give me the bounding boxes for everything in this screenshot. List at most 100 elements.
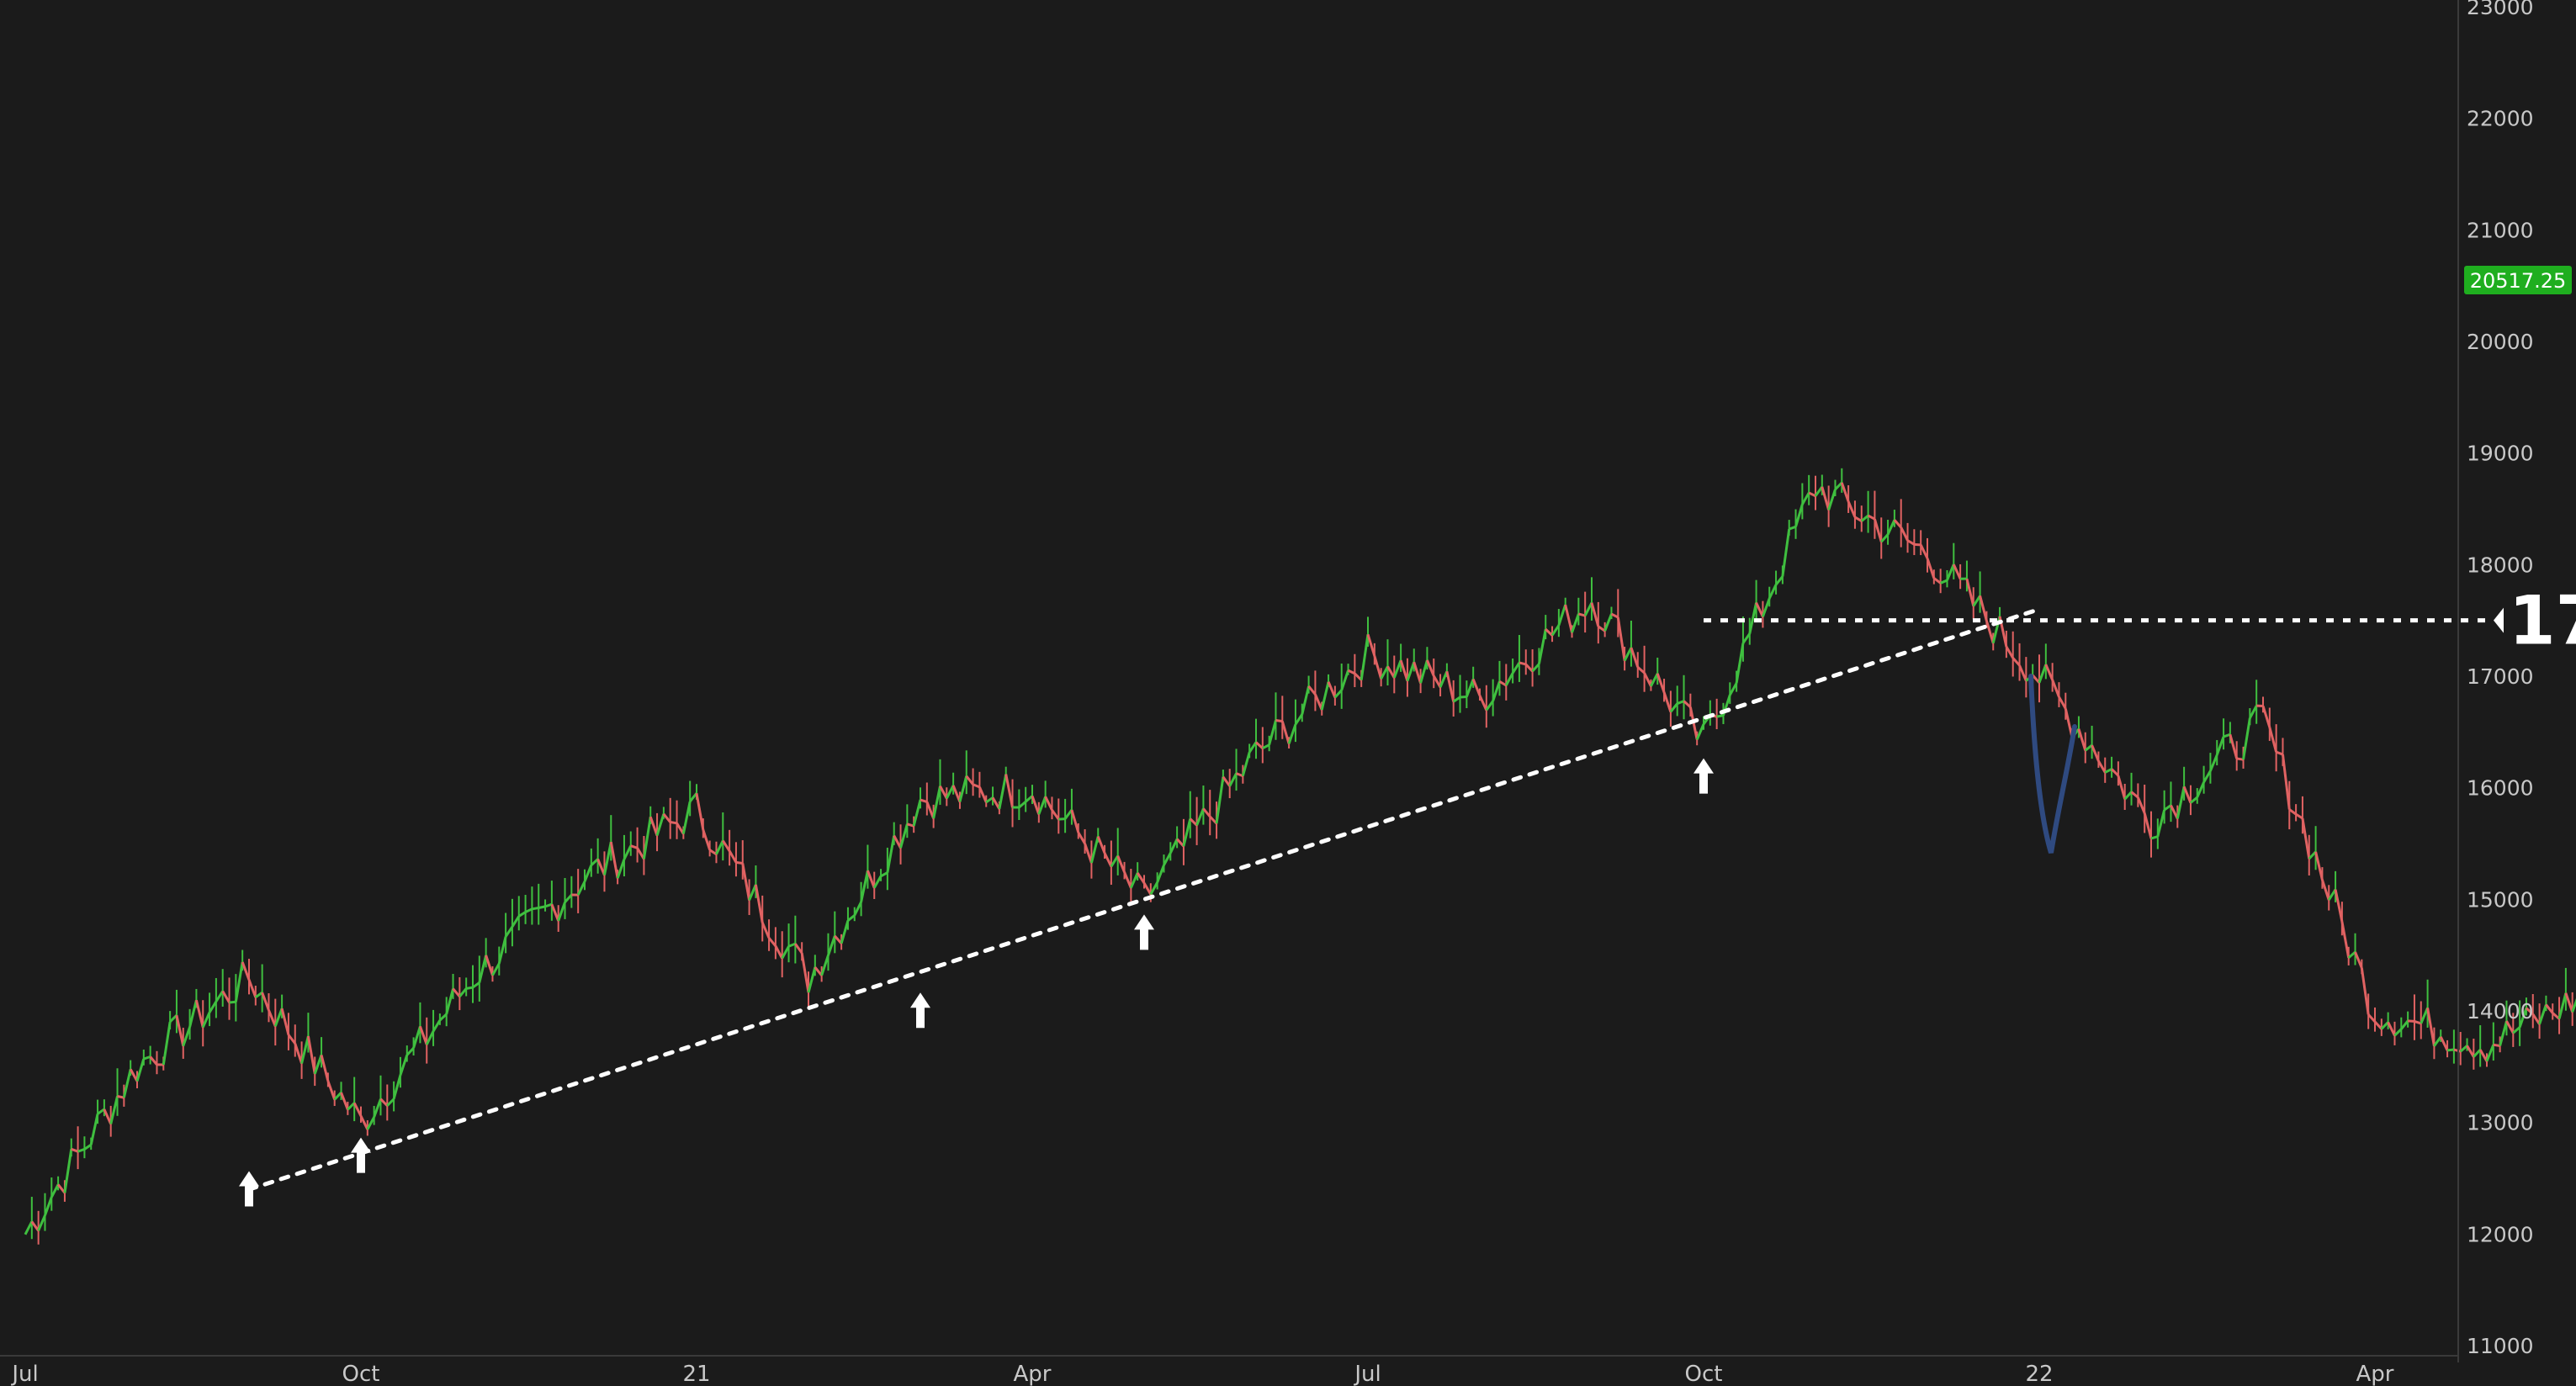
price-segment [373, 1098, 382, 1118]
price-segment [1149, 881, 1158, 896]
price-segment [708, 849, 718, 855]
price-segment [254, 991, 263, 999]
price-segment [538, 905, 546, 909]
price-segment [1070, 809, 1080, 833]
price-segment [247, 979, 257, 998]
price-segment [1116, 855, 1126, 873]
price-segment [1280, 721, 1291, 744]
trendline[interactable] [246, 606, 2042, 1192]
price-segment [97, 1108, 105, 1115]
level-label: 17500 [2509, 582, 2576, 660]
price-segment [1834, 481, 1843, 491]
price-segment [122, 1069, 132, 1098]
price-segment [1860, 514, 1869, 522]
price-segment [1550, 624, 1561, 637]
price-segment [2143, 812, 2153, 839]
price-segment [63, 1149, 73, 1193]
price-segment [425, 1030, 435, 1045]
price-segment [1142, 882, 1153, 896]
price-segment [1716, 714, 1724, 718]
price-segment [1004, 774, 1015, 808]
price-segment [2288, 808, 2297, 816]
price-segment [511, 915, 521, 928]
price-segment [576, 881, 586, 896]
price-segment [1465, 679, 1475, 697]
price-segment [1623, 647, 1633, 662]
price-segment [2360, 967, 2370, 1015]
price-segment [56, 1183, 66, 1194]
price-segment [1801, 492, 1810, 505]
price-segment [1386, 665, 1396, 679]
price-segment [2400, 1019, 2409, 1030]
price-segment [872, 876, 883, 889]
price-segment [991, 796, 1001, 810]
price-segment [215, 990, 224, 1002]
price-segment [194, 999, 204, 1028]
price-segment [1347, 669, 1355, 675]
price-segment [860, 870, 869, 902]
price-segment [1399, 659, 1409, 682]
price-segment [366, 1116, 375, 1130]
price-segment [1294, 713, 1304, 726]
price-segment [2051, 679, 2060, 698]
price-segment [1163, 852, 1172, 866]
price-segment [2439, 1036, 2449, 1051]
price-segment [1241, 751, 1251, 777]
price-segment [532, 907, 539, 911]
price-segment [1301, 685, 1311, 715]
price-segment [2433, 1035, 2442, 1047]
price-segment [689, 792, 698, 803]
price-segment [1452, 696, 1461, 703]
price-segment [1182, 818, 1192, 847]
x-tick-label: Apr [1014, 1362, 1052, 1386]
price-segment [392, 1074, 402, 1100]
price-segment [886, 835, 896, 873]
price-segment [735, 860, 743, 865]
price-segment [1018, 801, 1027, 809]
price-segment [630, 844, 639, 849]
price-segment [1471, 678, 1481, 696]
price-segment [1794, 504, 1804, 527]
y-axis[interactable]: 23000 22000 21000 20000 19000 18000 17000 16000… [2467, 0, 2534, 1358]
price-segment [893, 834, 902, 849]
x-tick-label: Oct [1685, 1362, 1723, 1386]
x-axis[interactable]: JulOct21AprJulOct22AprJulOct23AprJulOct2… [10, 1362, 2576, 1386]
price-segment [2538, 1004, 2547, 1025]
x-tick-label: 21 [682, 1362, 710, 1386]
price-segment [2354, 951, 2363, 969]
price-segment [1886, 519, 1896, 536]
price-segment [564, 894, 573, 903]
price-segment [1268, 720, 1277, 746]
price-segment [973, 783, 980, 789]
price-segment [1827, 489, 1837, 510]
price-segment [2367, 1013, 2377, 1023]
price-segment [333, 1092, 342, 1101]
price-segment [754, 884, 764, 923]
price-segment [1840, 482, 1850, 502]
price-segment [273, 1008, 284, 1027]
price-segment [2249, 705, 2258, 719]
price-segment [978, 786, 988, 803]
price-segment [609, 841, 619, 879]
price-segment [767, 937, 777, 947]
last-price-tag: 20517.25 [2464, 266, 2572, 294]
price-segment [268, 1009, 277, 1027]
price-segment [2531, 1013, 2541, 1025]
price-segment [2156, 809, 2166, 838]
check-mark-annotation [2028, 674, 2077, 854]
price-segment [517, 911, 527, 918]
price-segment [2005, 646, 2015, 659]
price-segment [1636, 666, 1646, 674]
price-segment [1275, 719, 1283, 723]
price-segment [2215, 736, 2225, 756]
price-segment [2202, 770, 2212, 783]
price-segment [2485, 1044, 2495, 1062]
price-segment [280, 1008, 290, 1035]
price-segment [1426, 659, 1435, 677]
price-segment [1755, 601, 1764, 617]
price-segment [412, 1025, 421, 1049]
price-segment [1781, 528, 1791, 577]
price-segment [1867, 514, 1876, 521]
y-tick-label: 17000 [2467, 664, 2534, 689]
y-tick-label: 23000 [2467, 0, 2534, 19]
